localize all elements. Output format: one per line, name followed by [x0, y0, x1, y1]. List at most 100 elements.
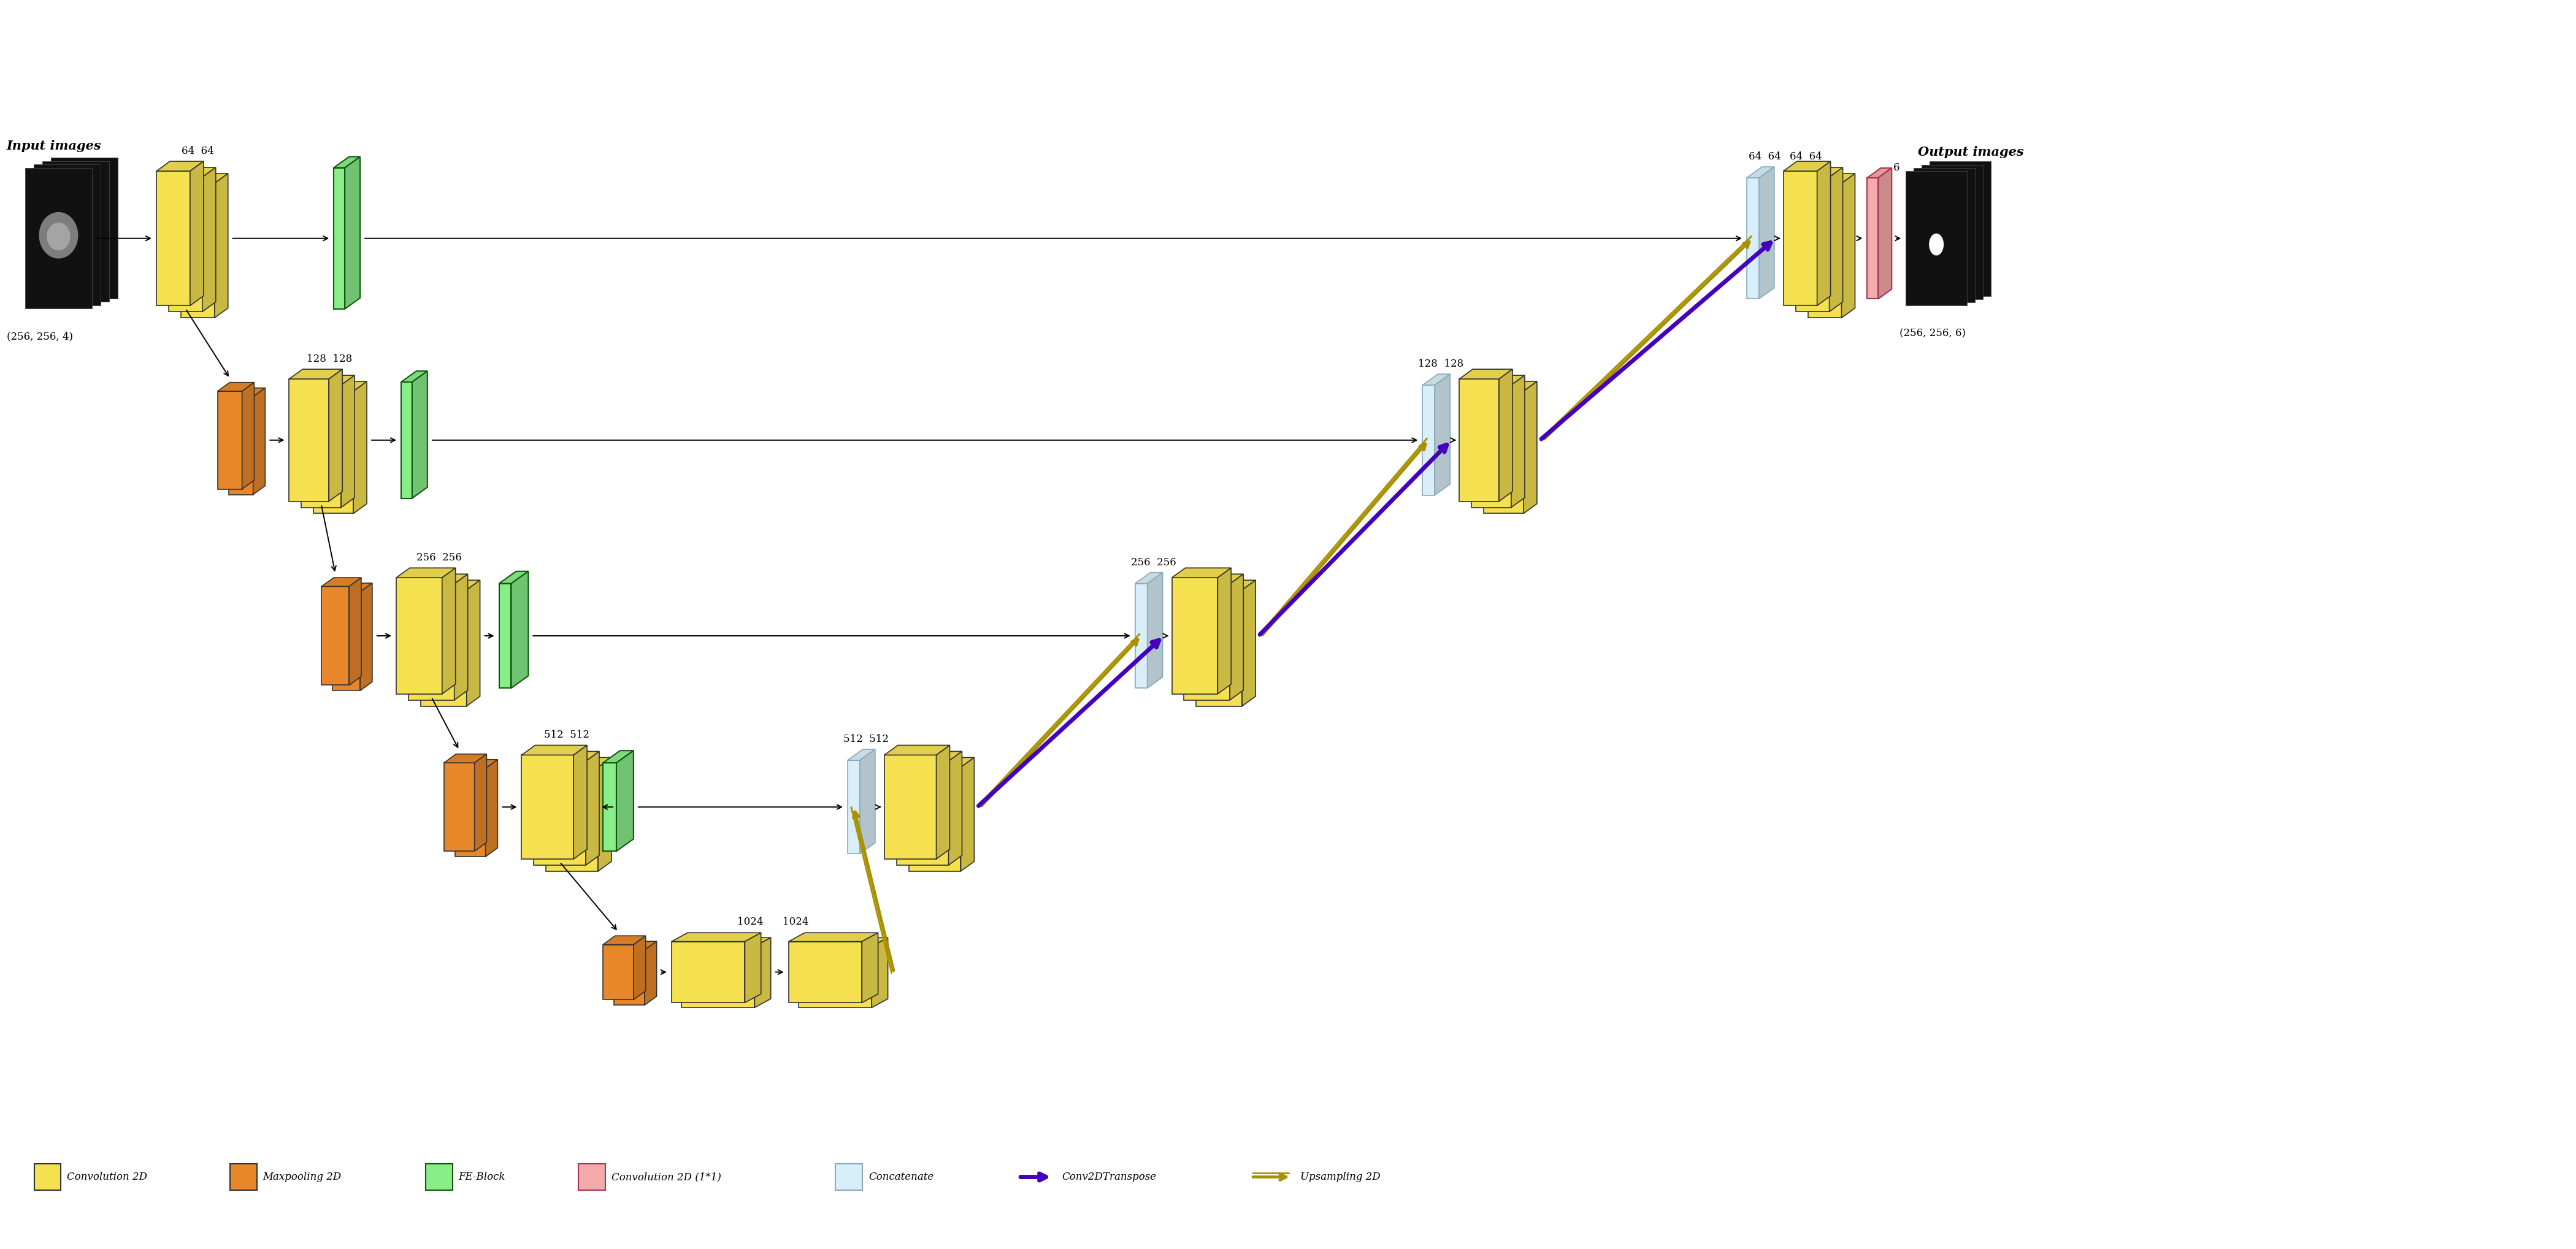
Polygon shape [330, 370, 343, 501]
Polygon shape [1499, 370, 1512, 501]
Polygon shape [1242, 581, 1255, 706]
Polygon shape [252, 388, 265, 495]
Polygon shape [1914, 167, 1976, 302]
Polygon shape [1172, 578, 1218, 694]
Polygon shape [410, 583, 453, 699]
Polygon shape [1146, 572, 1162, 688]
Polygon shape [500, 583, 510, 688]
Polygon shape [33, 165, 100, 305]
Polygon shape [896, 761, 948, 866]
Polygon shape [301, 375, 355, 385]
Polygon shape [1929, 234, 1945, 256]
Polygon shape [510, 571, 528, 688]
Polygon shape [397, 568, 456, 578]
Polygon shape [848, 761, 860, 854]
Polygon shape [1868, 177, 1878, 299]
FancyBboxPatch shape [33, 1164, 62, 1190]
Polygon shape [603, 751, 634, 763]
Polygon shape [613, 950, 644, 1005]
Polygon shape [229, 388, 265, 397]
Polygon shape [39, 212, 77, 259]
Polygon shape [546, 757, 611, 767]
Polygon shape [744, 933, 760, 1003]
Polygon shape [412, 371, 428, 498]
Polygon shape [242, 382, 255, 490]
Polygon shape [335, 167, 345, 309]
Polygon shape [799, 947, 871, 1008]
Polygon shape [863, 933, 878, 1003]
Polygon shape [680, 938, 770, 947]
Text: Convolution 2D (1*1): Convolution 2D (1*1) [611, 1172, 721, 1183]
Polygon shape [453, 575, 469, 699]
Polygon shape [935, 746, 951, 859]
Polygon shape [848, 749, 876, 761]
Text: 1024      1024: 1024 1024 [737, 917, 809, 927]
Text: 6: 6 [1893, 162, 1901, 172]
Polygon shape [1795, 177, 1829, 312]
Polygon shape [289, 378, 330, 501]
Polygon shape [216, 391, 242, 490]
Polygon shape [1795, 167, 1842, 177]
Polygon shape [229, 397, 252, 495]
Polygon shape [340, 375, 355, 507]
Text: 256  256: 256 256 [417, 552, 461, 563]
Polygon shape [361, 583, 371, 691]
Polygon shape [1185, 575, 1244, 583]
Polygon shape [1218, 568, 1231, 694]
Polygon shape [443, 754, 487, 763]
Polygon shape [948, 752, 961, 866]
Polygon shape [613, 942, 657, 950]
Polygon shape [26, 169, 93, 309]
Polygon shape [672, 933, 760, 942]
Text: 64  64: 64 64 [1790, 151, 1821, 162]
Polygon shape [644, 942, 657, 1005]
Polygon shape [598, 757, 611, 872]
Polygon shape [500, 571, 528, 583]
Polygon shape [52, 157, 118, 299]
Polygon shape [1929, 161, 1991, 296]
Polygon shape [616, 751, 634, 852]
Polygon shape [1172, 568, 1231, 578]
FancyBboxPatch shape [580, 1164, 605, 1190]
Polygon shape [520, 746, 587, 756]
Polygon shape [1808, 174, 1855, 184]
Polygon shape [484, 759, 497, 857]
Polygon shape [167, 177, 204, 312]
Polygon shape [788, 942, 863, 1003]
Text: (256, 256, 4): (256, 256, 4) [8, 331, 72, 342]
Polygon shape [1808, 184, 1842, 317]
Polygon shape [1522, 381, 1538, 513]
Polygon shape [1471, 375, 1525, 385]
Polygon shape [1195, 581, 1255, 590]
FancyBboxPatch shape [425, 1164, 453, 1190]
Polygon shape [314, 391, 353, 513]
Text: Maxpooling 2D: Maxpooling 2D [263, 1172, 343, 1183]
Polygon shape [1829, 167, 1842, 312]
Polygon shape [603, 763, 616, 852]
Polygon shape [1842, 174, 1855, 317]
Polygon shape [1484, 381, 1538, 391]
Polygon shape [1906, 171, 1968, 306]
Polygon shape [603, 944, 634, 999]
Polygon shape [1783, 171, 1816, 306]
Polygon shape [167, 167, 216, 177]
Polygon shape [443, 568, 456, 694]
Polygon shape [1868, 169, 1891, 177]
Polygon shape [1759, 167, 1775, 299]
Polygon shape [180, 184, 214, 317]
Text: 64  64: 64 64 [1749, 151, 1780, 162]
Text: 128  128: 128 128 [307, 353, 353, 365]
Polygon shape [961, 757, 974, 872]
Polygon shape [157, 171, 191, 306]
Polygon shape [402, 382, 412, 498]
Polygon shape [335, 156, 361, 167]
Text: 128  128: 128 128 [1419, 358, 1463, 370]
Polygon shape [1747, 177, 1759, 299]
Polygon shape [1422, 375, 1450, 385]
Text: Concatenate: Concatenate [868, 1172, 933, 1183]
Polygon shape [322, 577, 361, 587]
Polygon shape [603, 936, 647, 944]
Polygon shape [533, 752, 600, 761]
Polygon shape [1783, 161, 1832, 171]
Polygon shape [314, 381, 366, 391]
